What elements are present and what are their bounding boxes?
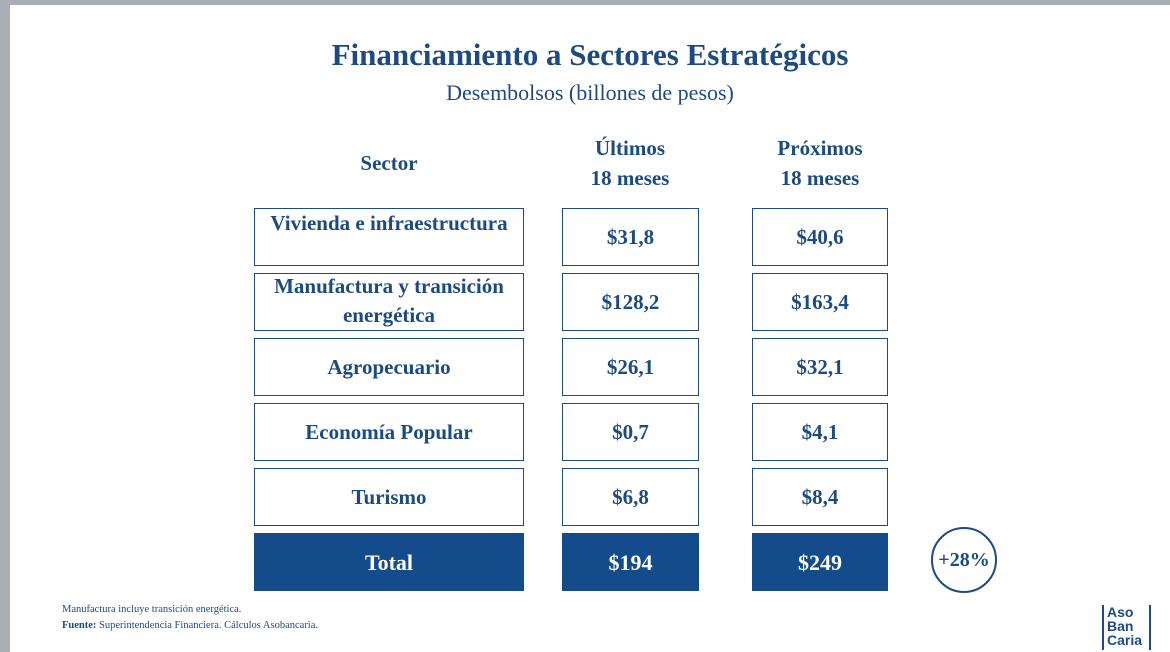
source-label: Fuente: [62, 620, 97, 631]
next-value-cell: $8,4 [752, 468, 888, 526]
page-subtitle: Desembolsos (billones de pesos) [446, 80, 734, 105]
last-value-cell: $128,2 [562, 273, 699, 331]
header-last-line1: Últimos [595, 136, 665, 160]
sector-label: Vivienda e infraestructura [270, 211, 508, 235]
source-note: Fuente: Superintendencia Financiera. Cál… [62, 620, 318, 631]
logo-line3: Caria [1107, 632, 1143, 648]
header-next-line1: Próximos [777, 136, 863, 160]
sector-cell-economia-popular: Economía Popular [254, 403, 524, 461]
next-value-cell: $40,6 [752, 208, 888, 266]
total-last-cell: $194 [562, 533, 699, 591]
logo-line1: Aso [1107, 604, 1134, 620]
sector-cell-agropecuario: Agropecuario [254, 338, 524, 396]
sector-label: Manufactura y transición energética [274, 274, 504, 327]
sector-cell-turismo: Turismo [254, 468, 524, 526]
logo-bar [1149, 605, 1151, 650]
page-title: Financiamiento a Sectores Estratégicos [331, 37, 849, 72]
last-value-cell: $6,8 [562, 468, 699, 526]
sector-cell-vivienda: Vivienda e infraestructura [254, 208, 524, 266]
last-value-cell: $0,7 [562, 403, 699, 461]
header-sector: Sector [360, 151, 418, 175]
next-value-cell: $4,1 [752, 403, 888, 461]
header-next: Próximos 18 meses [740, 133, 900, 193]
growth-badge: +28% [931, 527, 997, 593]
last-value-cell: $26,1 [562, 338, 699, 396]
header-next-line2: 18 meses [780, 166, 860, 190]
sector-cell-manufactura: Manufactura y transición energética [254, 273, 524, 331]
total-label-cell: Total [254, 533, 524, 591]
slide: Financiamiento a Sectores Estratégicos D… [10, 5, 1170, 652]
logo-line2: Ban [1107, 618, 1134, 634]
next-value-cell: $163,4 [752, 273, 888, 331]
header-last-line2: 18 meses [590, 166, 670, 190]
next-value-cell: $32,1 [752, 338, 888, 396]
total-next-cell: $249 [752, 533, 888, 591]
last-value-cell: $31,8 [562, 208, 699, 266]
header-last: Últimos 18 meses [550, 133, 710, 193]
source-text: Superintendencia Financiera. Cálculos As… [96, 620, 319, 631]
footnote: Manufactura incluye transición energétic… [62, 604, 242, 615]
asobancaria-logo: Aso Ban Caria [1102, 605, 1148, 650]
